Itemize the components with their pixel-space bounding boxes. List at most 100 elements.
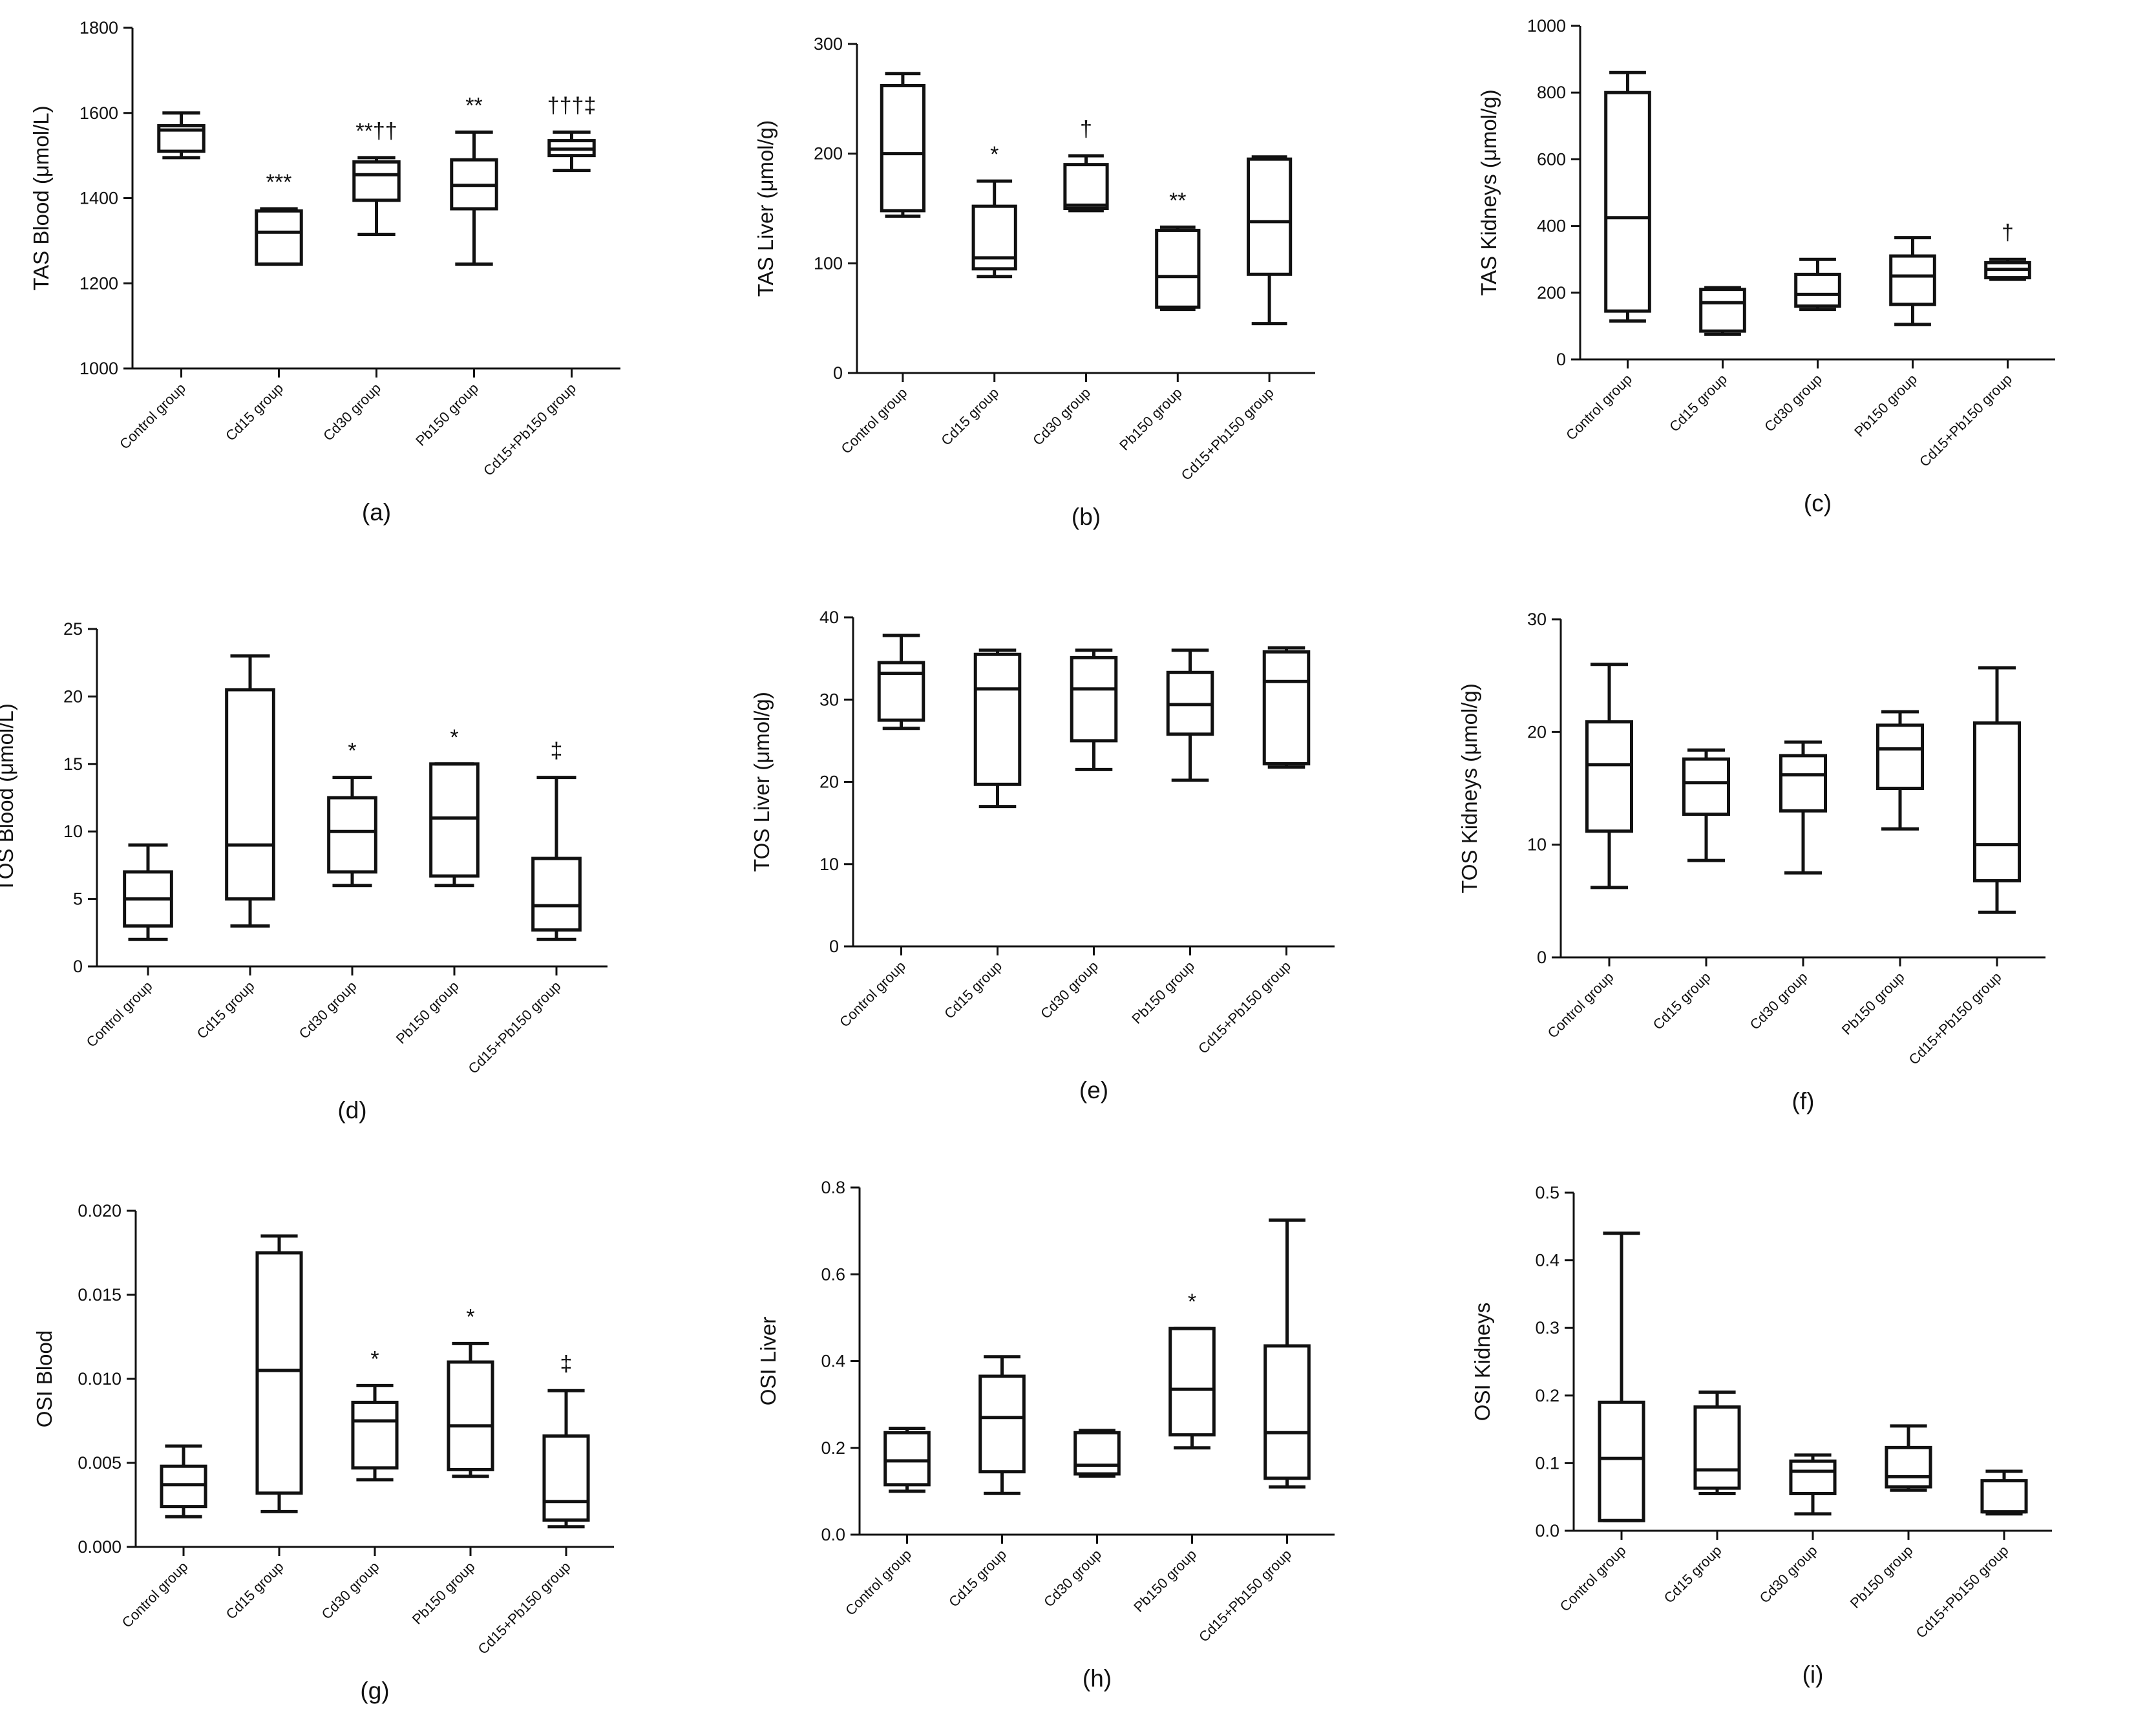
box-2 [1699,286,1746,336]
box-1 [160,1444,207,1518]
y-tick-label: 0.2 [1535,1386,1559,1405]
iqr-box [1263,1344,1311,1480]
box-3 [351,1383,399,1482]
y-axis-label: TOS Kidneys (μmol/g) [1457,683,1481,893]
y-tick-label: 30 [819,690,839,709]
iqr-box [1682,757,1730,816]
iqr-box [978,1374,1026,1474]
box-3 [1070,648,1118,771]
iqr-box [1794,272,1841,308]
box-2 [255,1234,303,1513]
y-axis-label: TAS Liver (μmol/g) [754,120,777,297]
box-4 [450,130,498,266]
panel-label: (c) [1804,490,1832,517]
iqr-box [880,83,926,213]
box-5 [1984,257,2031,281]
y-tick-label: 20 [63,687,83,706]
y-tick-label: 0.1 [1535,1453,1559,1473]
significance-marker: †††‡ [547,93,597,118]
iqr-box [542,1434,590,1522]
box-4 [1876,710,1924,831]
iqr-box [531,857,582,932]
y-tick-label: 0.005 [78,1453,122,1473]
iqr-box [971,204,1017,271]
y-tick-label: 0.020 [78,1201,122,1220]
y-tick-label: 1600 [79,103,118,123]
panel-label: (h) [1083,1665,1112,1692]
box-3 [1794,257,1841,312]
iqr-box [327,796,377,874]
iqr-box [447,1360,494,1471]
y-tick-label: 1800 [79,18,118,37]
y-tick-label: 25 [63,619,83,639]
iqr-box [883,1431,931,1487]
y-tick-label: 400 [1537,217,1566,236]
significance-marker: * [466,1305,474,1329]
y-tick-label: 10 [819,855,839,874]
y-tick-label: 0 [833,363,843,383]
y-tick-label: 30 [1527,610,1547,629]
panel-label: (g) [360,1678,389,1704]
box-2 [973,648,1022,809]
box-5 [1246,155,1293,326]
panel-label: (e) [1079,1077,1108,1103]
significance-marker: ‡ [560,1352,573,1376]
significance-marker: * [348,739,356,763]
iqr-box [160,1464,207,1509]
y-tick-label: 40 [819,608,839,627]
y-tick-label: 0 [73,957,83,976]
y-tick-label: 0.015 [78,1285,122,1305]
box-5 [547,130,596,173]
y-axis-label: TAS Blood (μmol/L) [29,105,53,290]
iqr-box [1168,1326,1216,1437]
y-tick-label: 0.5 [1535,1183,1559,1202]
significance-marker: * [450,725,458,750]
iqr-box [1973,721,2021,882]
box-2 [978,1355,1026,1495]
iqr-box [877,661,925,722]
box-2 [255,207,303,266]
iqr-box [157,124,206,153]
iqr-box [1246,157,1293,276]
y-tick-label: 0.000 [78,1537,122,1557]
significance-marker: * [990,142,999,167]
iqr-box [1155,228,1201,309]
iqr-box [1585,720,1633,833]
box-3 [1779,740,1827,875]
box-4 [1155,225,1201,312]
box-4 [1166,648,1214,782]
iqr-box [1604,91,1651,313]
box-3 [1073,1429,1121,1478]
y-axis-label: OSI Kidneys [1470,1303,1494,1421]
significance-marker: ** [1169,188,1186,213]
y-tick-label: 0 [1537,948,1547,967]
panel-label: (a) [362,499,391,526]
significance-marker: † [2002,220,2014,245]
y-tick-label: 0.0 [821,1525,845,1544]
box-1 [157,111,206,160]
box-2 [971,179,1017,279]
box-5 [542,1389,590,1529]
y-tick-label: 0.010 [78,1369,122,1389]
y-tick-label: 1000 [79,359,118,378]
panel-label: (d) [337,1097,366,1124]
box-3 [352,156,401,236]
y-tick-label: 0 [829,937,839,956]
iqr-box [1885,1445,1932,1489]
panel-label: (b) [1072,504,1101,530]
y-tick-label: 800 [1537,83,1566,102]
box-3 [1063,154,1109,213]
y-tick-label: 15 [63,754,83,774]
y-tick-label: 0.3 [1535,1318,1559,1337]
iqr-box [973,652,1022,786]
y-tick-label: 0.8 [821,1178,845,1197]
y-tick-label: 1000 [1527,16,1566,36]
significance-marker: * [1188,1290,1196,1314]
box-5 [531,776,582,941]
iqr-box [255,1251,303,1495]
y-tick-label: 1400 [79,189,118,208]
y-tick-label: 0.2 [821,1438,845,1458]
box-4 [429,762,480,888]
